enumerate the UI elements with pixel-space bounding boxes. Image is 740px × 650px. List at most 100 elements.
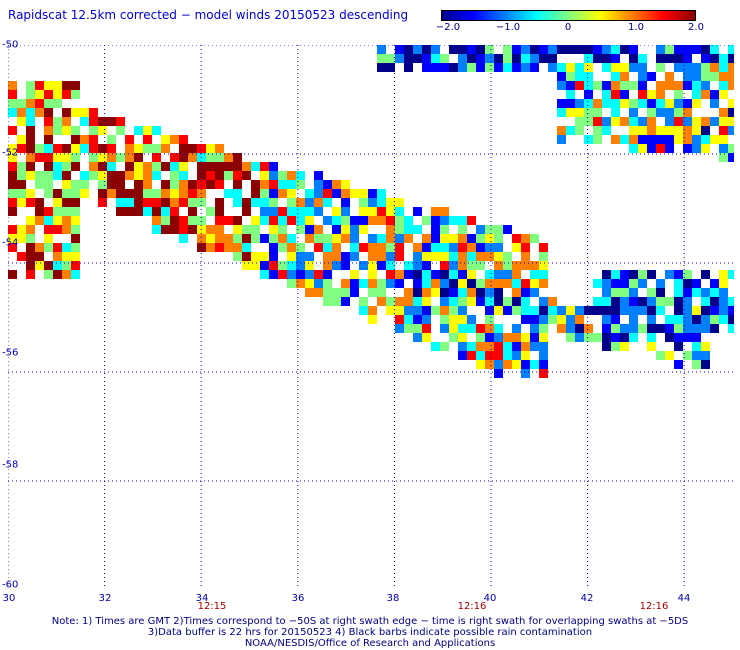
wind-cell bbox=[476, 279, 485, 288]
wind-cell bbox=[8, 207, 17, 216]
wind-cell bbox=[287, 234, 296, 243]
wind-cell bbox=[98, 117, 107, 126]
wind-cell bbox=[188, 144, 197, 153]
wind-cell bbox=[467, 297, 476, 306]
wind-cell bbox=[377, 45, 386, 54]
wind-cell bbox=[62, 108, 71, 117]
wind-cell bbox=[440, 306, 449, 315]
wind-cell bbox=[476, 225, 485, 234]
wind-cell bbox=[8, 81, 17, 90]
wind-cell bbox=[404, 315, 413, 324]
wind-cell bbox=[233, 252, 242, 261]
wind-cell bbox=[161, 189, 170, 198]
wind-cell bbox=[530, 63, 539, 72]
wind-cell bbox=[179, 180, 188, 189]
wind-cell bbox=[521, 297, 530, 306]
wind-cell bbox=[116, 198, 125, 207]
wind-cell bbox=[629, 297, 638, 306]
wind-cell bbox=[377, 261, 386, 270]
wind-cell bbox=[359, 297, 368, 306]
wind-cell bbox=[8, 243, 17, 252]
wind-cell bbox=[242, 162, 251, 171]
wind-cell bbox=[89, 126, 98, 135]
wind-cell bbox=[647, 144, 656, 153]
wind-cell bbox=[188, 180, 197, 189]
wind-cell bbox=[719, 108, 728, 117]
wind-cell bbox=[557, 72, 566, 81]
wind-cell bbox=[701, 297, 710, 306]
wind-cell bbox=[107, 153, 116, 162]
wind-cell bbox=[197, 216, 206, 225]
wind-cell bbox=[512, 360, 521, 369]
wind-cell bbox=[17, 189, 26, 198]
wind-cell bbox=[134, 153, 143, 162]
wind-cell bbox=[17, 252, 26, 261]
wind-cell bbox=[611, 72, 620, 81]
wind-cell bbox=[647, 99, 656, 108]
wind-cell bbox=[557, 306, 566, 315]
wind-cell bbox=[206, 225, 215, 234]
wind-cell bbox=[17, 99, 26, 108]
wind-cell bbox=[521, 243, 530, 252]
wind-cell bbox=[647, 333, 656, 342]
wind-cell bbox=[494, 324, 503, 333]
wind-cell bbox=[17, 171, 26, 180]
wind-cell bbox=[440, 252, 449, 261]
wind-cell bbox=[71, 81, 80, 90]
wind-cell bbox=[44, 99, 53, 108]
wind-cell bbox=[413, 252, 422, 261]
wind-cell bbox=[620, 72, 629, 81]
wind-cell bbox=[566, 324, 575, 333]
wind-cell bbox=[386, 207, 395, 216]
wind-cell bbox=[692, 360, 701, 369]
wind-cell bbox=[197, 171, 206, 180]
wind-cell bbox=[53, 207, 62, 216]
wind-cell bbox=[449, 288, 458, 297]
wind-cell bbox=[611, 45, 620, 54]
wind-cell bbox=[494, 54, 503, 63]
wind-cell bbox=[368, 261, 377, 270]
wind-cell bbox=[341, 279, 350, 288]
wind-cell bbox=[44, 90, 53, 99]
wind-cell bbox=[224, 243, 233, 252]
wind-cell bbox=[674, 135, 683, 144]
wind-cell bbox=[305, 225, 314, 234]
wind-cell bbox=[377, 54, 386, 63]
wind-cell bbox=[692, 306, 701, 315]
wind-cell bbox=[512, 54, 521, 63]
wind-cell bbox=[8, 198, 17, 207]
wind-cell bbox=[611, 297, 620, 306]
wind-cell bbox=[359, 198, 368, 207]
wind-cell bbox=[170, 207, 179, 216]
wind-cell bbox=[98, 153, 107, 162]
wind-cell bbox=[512, 63, 521, 72]
wind-cell bbox=[674, 270, 683, 279]
wind-cell bbox=[377, 279, 386, 288]
wind-cell bbox=[152, 189, 161, 198]
wind-cell bbox=[674, 315, 683, 324]
colorbar-tick-label: 1.0 bbox=[628, 22, 644, 33]
wind-cell bbox=[476, 351, 485, 360]
wind-cell bbox=[404, 261, 413, 270]
wind-cell bbox=[215, 198, 224, 207]
wind-cell bbox=[269, 162, 278, 171]
wind-cell bbox=[179, 162, 188, 171]
wind-cell bbox=[701, 72, 710, 81]
wind-cell bbox=[287, 252, 296, 261]
wind-cell bbox=[719, 117, 728, 126]
wind-cell bbox=[44, 234, 53, 243]
wind-cell bbox=[17, 117, 26, 126]
wind-cell bbox=[386, 225, 395, 234]
wind-cell bbox=[494, 360, 503, 369]
wind-cell bbox=[17, 108, 26, 117]
wind-cell bbox=[278, 216, 287, 225]
wind-cell bbox=[638, 63, 647, 72]
wind-cell bbox=[71, 261, 80, 270]
wind-cell bbox=[62, 189, 71, 198]
wind-cell bbox=[458, 333, 467, 342]
wind-cell bbox=[188, 189, 197, 198]
wind-cell bbox=[332, 216, 341, 225]
wind-cell bbox=[260, 171, 269, 180]
wind-cell bbox=[332, 297, 341, 306]
wind-cell bbox=[116, 117, 125, 126]
